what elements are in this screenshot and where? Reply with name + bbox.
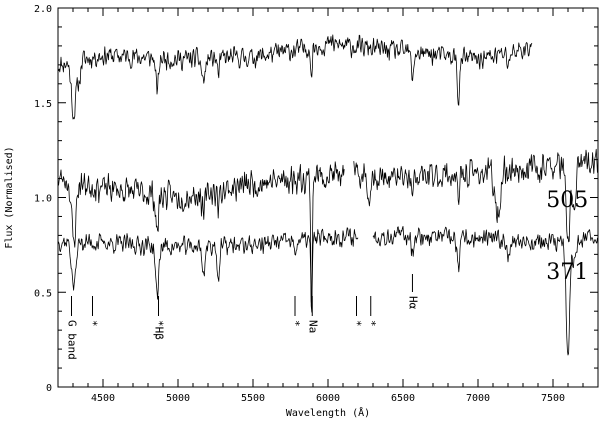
y-tick-label: 1.5 [34, 99, 52, 110]
axis-ticks: 4500 5000 5500 6000 6500 7000 7500 0 0.5 1.0 1.5 2.… [34, 4, 599, 404]
y-tick-label: 1.0 [34, 194, 52, 205]
x-tick-label: 6000 [316, 393, 340, 404]
x-tick-label: 5000 [166, 393, 190, 404]
y-tick-label: 0.5 [34, 288, 52, 299]
spectrum-line-3 [57, 226, 599, 356]
series-labels: 505 371 [546, 188, 588, 285]
spectra-series [57, 34, 599, 356]
plot-frame [57, 7, 599, 388]
marker-label: * [365, 320, 378, 327]
x-tick-label: 7000 [466, 393, 490, 404]
spectrum-line-2 [57, 148, 599, 313]
marker-label: * [87, 320, 100, 327]
marker-label: Na [306, 320, 319, 333]
marker-label: * [289, 320, 302, 327]
line-identifications: G band * *Hβ * Na * *Hα [66, 274, 419, 360]
marker-label: *Hβ [153, 320, 166, 340]
x-tick-label: 7500 [541, 393, 565, 404]
x-tick-label: 4500 [91, 393, 115, 404]
spectrum-line-1 [57, 34, 533, 120]
y-tick-label: 2.0 [34, 4, 52, 15]
y-tick-label: 0 [46, 383, 52, 394]
x-tick-label: 6500 [391, 393, 415, 404]
marker-label: * [351, 320, 364, 327]
x-tick-label: 5500 [241, 393, 265, 404]
x-axis-title: Wavelength (Å) [286, 406, 370, 419]
series-label-371: 371 [546, 260, 588, 285]
marker-label: Hα [406, 296, 419, 310]
marker-label: G band [66, 320, 79, 360]
series-label-505: 505 [546, 188, 588, 213]
y-axis-title: Flux (Normalised) [4, 146, 15, 248]
